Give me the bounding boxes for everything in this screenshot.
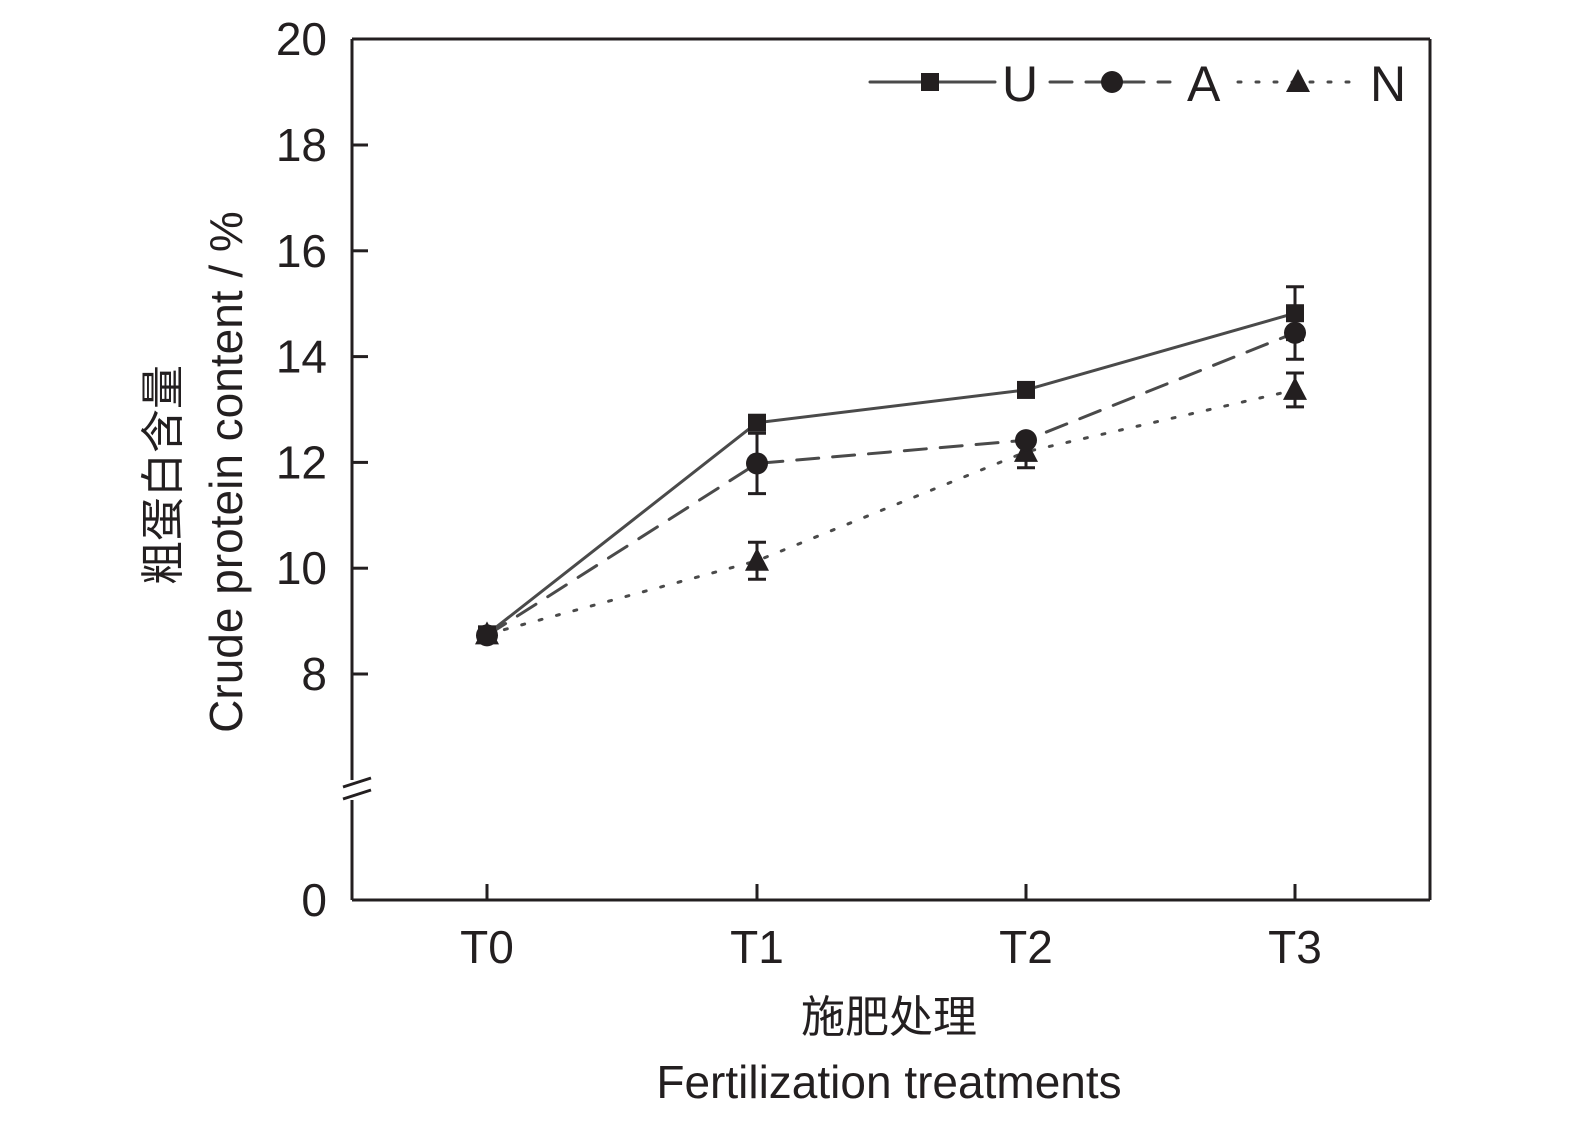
axes [342,37,1432,902]
y-tick-label: 0 [301,874,327,926]
legend-label: N [1370,56,1406,112]
series-A [485,304,1304,637]
series-line-N [485,388,1297,636]
y-tick-label: 12 [276,436,327,488]
y-axis-title: Crude protein content / % [200,211,252,733]
data-point-U [478,625,496,644]
x-axis-title: Fertilization treatments [656,1056,1121,1108]
legend-marker [1101,71,1123,93]
y-ticks: 0 8 10 12 14 16 18 20 [276,13,368,926]
axis-break-mark [342,776,372,789]
data-point-A [1284,321,1306,344]
data-point-A [1015,429,1037,452]
series-line-U [485,311,1297,636]
series-line-A [485,331,1297,637]
legend-label: U [1002,56,1038,112]
x-ticks: T0 T1 T2 T3 [460,884,1322,973]
y-tick-label: 20 [276,13,327,65]
legend-marker [1286,69,1310,92]
y-axis-title-cn: 粗蛋白含量 [138,365,189,585]
series-N [485,371,1304,636]
x-tick-label: T2 [999,921,1053,973]
legend-marker [921,73,939,91]
legend-item-U: U [868,56,1038,112]
y-tick-label: 14 [276,331,327,383]
axis-break-mark [342,788,372,801]
x-tick-label: T3 [1268,921,1322,973]
y-tick-label: 18 [276,119,327,171]
data-point-N [1283,376,1307,400]
data-point-U [1017,380,1035,399]
series-group [475,285,1307,647]
x-tick-label: T0 [460,921,514,973]
legend-item-N: N [1236,56,1406,112]
y-tick-label: 10 [276,542,327,594]
y-tick-label: 8 [301,648,327,700]
x-tick-label: T1 [730,921,784,973]
data-point-A [746,452,768,475]
y-tick-label: 16 [276,225,327,277]
series-U [485,285,1304,636]
data-point-N [745,547,769,571]
legend-item-A: A [1048,56,1221,112]
data-point-U [1286,304,1304,323]
data-point-U [748,413,766,432]
legend-label: A [1187,56,1221,112]
x-axis-title-cn: 施肥处理 [801,992,977,1043]
